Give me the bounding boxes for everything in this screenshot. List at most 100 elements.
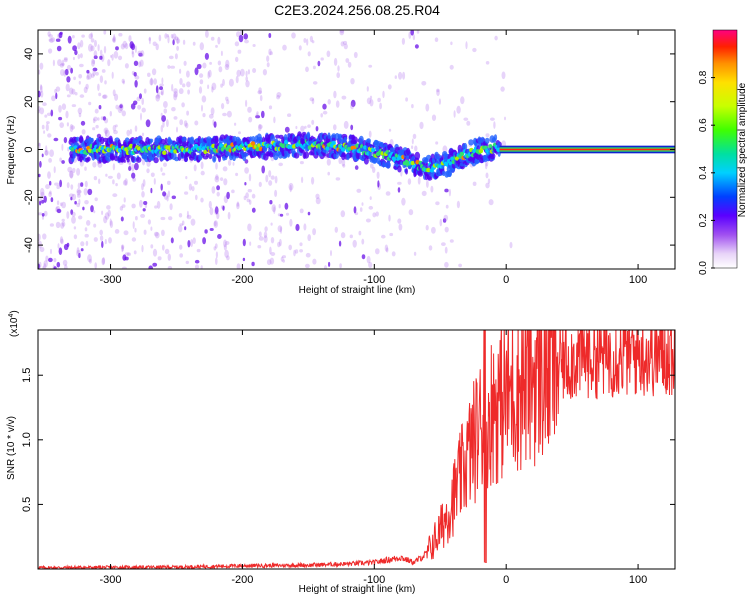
noise-speck — [443, 214, 449, 222]
noise-speck — [339, 263, 342, 269]
noise-speck — [43, 195, 47, 203]
noise-speck — [54, 89, 57, 94]
noise-speck — [49, 149, 54, 157]
colorbar-tick-label: 0.4 — [698, 165, 709, 179]
noise-speck — [58, 32, 63, 39]
noise-speck — [71, 104, 77, 108]
noise-speck — [324, 265, 327, 269]
noise-speck — [39, 84, 43, 91]
noise-speck — [311, 98, 315, 105]
noise-speck — [207, 71, 210, 79]
snr-y-label: SNR (10 * v/v) — [6, 416, 17, 480]
x-tick-label: 0 — [503, 274, 509, 286]
noise-speck — [38, 142, 41, 149]
x-tick-label: -300 — [100, 574, 122, 586]
noise-speck — [43, 210, 48, 217]
noise-speck — [280, 256, 284, 262]
noise-speck — [408, 209, 414, 216]
noise-speck — [160, 167, 163, 172]
noise-speck — [162, 120, 165, 128]
noise-speck — [124, 178, 128, 186]
noise-speck — [121, 78, 125, 84]
noise-speck — [71, 216, 76, 224]
x-tick-label: -100 — [363, 274, 385, 286]
noise-speck — [137, 50, 142, 56]
y-tick-label: 1.5 — [21, 368, 33, 383]
noise-speck — [90, 45, 95, 52]
noise-speck — [249, 241, 252, 246]
ridge-speck — [182, 141, 189, 147]
noise-speck — [50, 37, 56, 43]
noise-speck — [211, 86, 214, 93]
noise-speck — [131, 237, 137, 242]
noise-speck — [179, 119, 184, 126]
colorbar-tick-label: 0.0 — [698, 261, 709, 275]
noise-speck — [168, 55, 174, 60]
noise-speck — [350, 99, 356, 107]
noise-speck — [196, 248, 201, 253]
noise-speck — [485, 160, 489, 167]
noise-speck — [46, 121, 50, 125]
noise-speck — [153, 78, 158, 85]
noise-speck — [333, 57, 338, 66]
noise-speck — [74, 49, 78, 56]
colorbar-tick-label: 0.6 — [698, 118, 709, 132]
noise-speck — [156, 200, 161, 209]
noise-speck — [49, 223, 55, 227]
noise-speck — [109, 110, 113, 117]
noise-speck — [244, 159, 249, 164]
noise-speck — [47, 31, 51, 37]
noise-speck — [485, 61, 490, 65]
noise-speck — [252, 68, 257, 73]
noise-speck — [87, 254, 92, 263]
noise-speck — [148, 265, 153, 269]
noise-speck — [78, 112, 82, 118]
noise-speck — [78, 80, 81, 85]
noise-speck — [39, 200, 42, 206]
noise-speck — [307, 51, 311, 57]
spectrogram-y-ticks: -40 -20 0 20 40 — [23, 48, 675, 253]
noise-speck — [295, 125, 298, 130]
noise-speck — [252, 44, 256, 47]
noise-speck — [90, 32, 93, 38]
noise-speck — [43, 260, 48, 268]
noise-speck — [94, 108, 99, 114]
noise-speck — [186, 210, 189, 219]
noise-speck — [152, 262, 158, 267]
noise-speck — [134, 45, 137, 53]
noise-speck — [163, 108, 168, 114]
noise-speck — [82, 206, 85, 211]
noise-speck — [124, 252, 130, 256]
noise-speck — [45, 123, 49, 132]
ridge-speck — [153, 157, 159, 164]
noise-speck — [140, 50, 145, 57]
noise-speck — [137, 104, 142, 110]
noise-speck — [92, 67, 98, 72]
noise-speck — [57, 59, 62, 67]
noise-speck — [215, 205, 218, 211]
noise-speck — [215, 174, 219, 181]
noise-speck — [119, 206, 124, 211]
noise-speck — [140, 112, 142, 121]
noise-speck — [141, 244, 144, 253]
noise-speck — [199, 42, 204, 51]
noise-speck — [71, 193, 77, 201]
noise-speck — [366, 255, 371, 264]
noise-speck — [268, 180, 273, 186]
ridge-speck — [251, 136, 256, 143]
noise-speck — [228, 78, 234, 87]
noise-speck — [224, 249, 229, 258]
noise-speck — [108, 237, 112, 244]
noise-speck — [361, 238, 365, 245]
noise-speck — [190, 218, 196, 226]
ridge-speck — [352, 136, 358, 145]
noise-speck — [368, 64, 373, 68]
noise-speck — [210, 107, 215, 116]
noise-speck — [40, 90, 44, 98]
noise-speck — [412, 34, 416, 41]
noise-speck — [152, 41, 157, 47]
noise-speck — [78, 252, 81, 259]
noise-speck — [104, 129, 108, 137]
y-tick-label: -40 — [23, 237, 35, 253]
ridge-speck — [414, 151, 421, 160]
